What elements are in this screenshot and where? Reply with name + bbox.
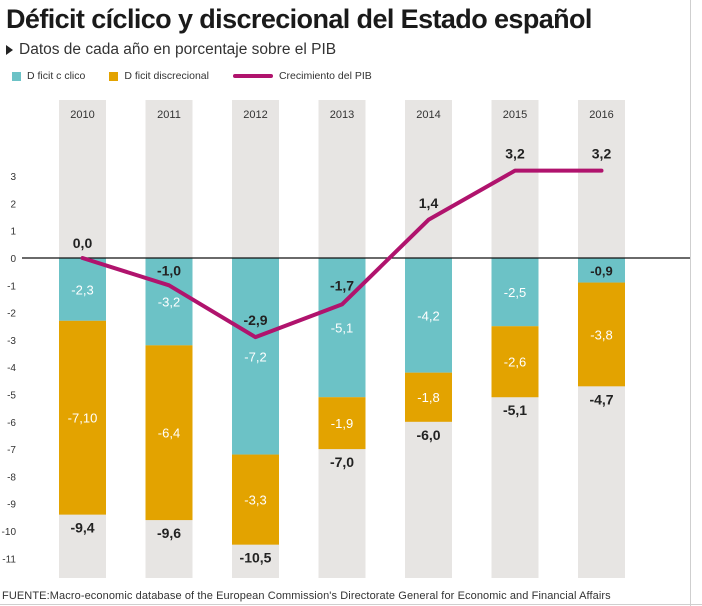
stacked-bar-chart: 2010 2011 2012 2013 2014 2015 2016 3 2 1 0 -1 -2 -3 -4… [2,100,690,578]
chart-title: Déficit cíclico y discrecional del Estad… [6,4,592,34]
bar-discretionary [232,454,279,545]
frame-border-bottom [0,604,702,605]
y-tick-label: -2 [7,309,16,320]
year-label: 2015 [503,109,527,121]
y-tick-label: -7 [7,445,16,456]
growth-label: -2,9 [243,312,267,328]
bar-cyclical [145,258,193,346]
legend-label-growth: Crecimiento del PIB [278,70,372,82]
triangle-bullet-icon [6,45,13,55]
legend-label-discretionary: D ficit discrecional [124,70,209,82]
year-label: 2013 [330,109,354,121]
y-tick-label: 3 [10,172,16,183]
growth-label: 3,2 [592,146,612,162]
frame-border-right [690,0,691,606]
year-label: 2016 [589,109,613,121]
y-tick-label: -8 [7,472,16,483]
bar-cyclical [59,258,106,321]
legend: D ficit c clico D ficit discrecional Cre… [12,70,396,82]
growth-label: -1,0 [157,262,181,278]
bar-cyclical [491,258,539,327]
bar-cyclical [318,258,366,398]
legend-swatch-cyclical [12,71,21,81]
bar-discretionary [578,282,625,387]
legend-item-growth: Crecimiento del PIB [232,70,372,82]
bar-label-discretionary: -1,9 [331,416,353,431]
bar-label-cyclical: -7,2 [244,349,266,364]
y-tick-label: -5 [7,391,16,402]
bar-label-cyclical: -5,1 [331,321,353,336]
growth-label: 3,2 [505,146,525,162]
legend-item-cyclical: D ficit c clico [12,70,85,82]
y-tick-label: -10 [2,527,17,538]
y-tick-label: -1 [7,281,16,292]
bar-label-cyclical: -2,5 [504,285,526,300]
year-label: 2010 [70,109,94,121]
y-tick-label: 2 [10,199,16,210]
total-label: -10,5 [240,550,272,566]
y-tick-label: -9 [7,500,16,511]
subtitle-text: Datos de cada año en porcentaje sobre el… [19,41,337,58]
chart-subtitle: Datos de cada año en porcentaje sobre el… [6,41,336,59]
legend-label-cyclical: D ficit c clico [27,70,86,82]
y-tick-label: -6 [7,418,16,429]
bar-discretionary [59,320,106,515]
bar-label-discretionary: -3,8 [590,327,612,342]
bar-label-discretionary: -3,3 [244,493,266,508]
bar-label-cyclical: -4,2 [417,308,439,323]
total-label: -6,0 [416,427,440,443]
bar-cyclical [578,258,625,283]
legend-swatch-discretionary [109,71,119,81]
bar-label-cyclical: -2,3 [71,282,93,297]
y-tick-label: -11 [2,554,16,565]
growth-label: 0,0 [73,235,93,251]
total-label: -9,4 [70,520,94,536]
year-label: 2011 [157,109,181,121]
y-tick-label: -3 [7,336,16,347]
year-label: 2014 [416,109,440,121]
growth-label: -1,7 [330,277,354,293]
bar-discretionary [145,345,193,521]
y-tick-label: 1 [10,227,16,238]
bar-label-discretionary: -1,8 [417,390,439,405]
y-tick-label: 0 [10,254,16,265]
bar-discretionary [491,326,539,398]
growth-line [80,168,604,340]
total-label: -7,0 [330,454,354,470]
year-label: 2012 [243,109,267,121]
growth-label: 1,4 [419,195,439,211]
y-tick-label: -4 [7,363,16,374]
legend-swatch-growth [232,74,273,78]
bar-discretionary [405,372,452,422]
bar-label-cyclical: -3,2 [158,295,180,310]
bar-label-discretionary: -2,6 [504,355,526,370]
total-label: -9,6 [157,525,181,541]
total-label: -4,7 [589,391,613,407]
source-note: FUENTE:Macro-economic database of the Eu… [2,590,611,602]
bar-label-discretionary: -6,4 [158,426,180,441]
legend-item-discretionary: D ficit discrecional [109,70,209,82]
bar-discretionary [318,397,366,450]
bar-cyclical [232,258,279,455]
bar-label-discretionary: -7,10 [68,411,98,426]
bar-cyclical [405,258,452,373]
total-label: -5,1 [503,402,527,418]
bar-label-cyclical-2016: -0,9 [590,263,612,278]
